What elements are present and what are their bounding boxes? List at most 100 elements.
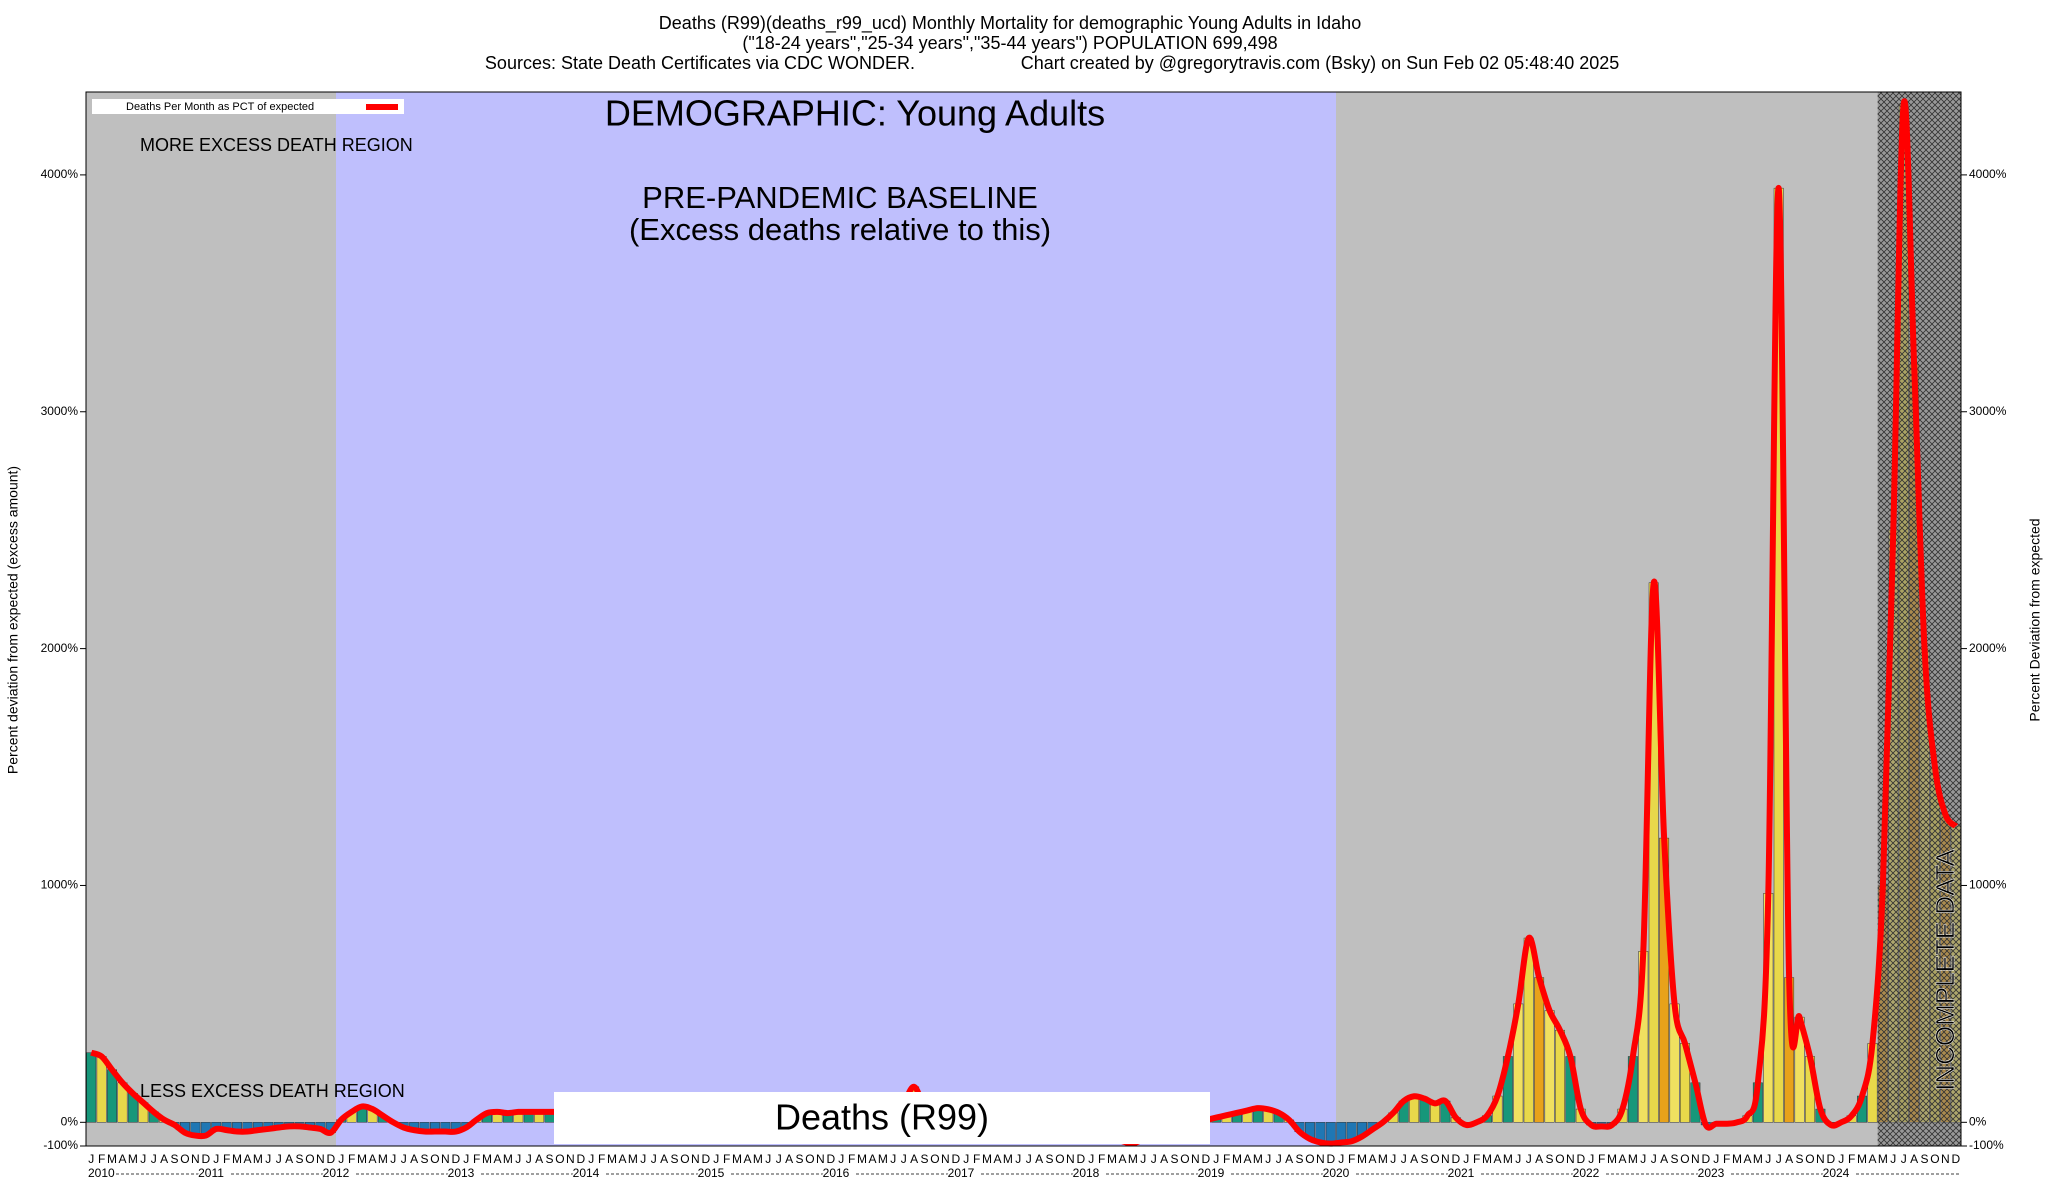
y-tick-label: 0% [61,1114,79,1128]
x-tick-label: D [1826,1152,1835,1166]
year-label: 2021 [1448,1166,1475,1180]
x-tick-label: M [857,1152,867,1166]
x-tick-label: N [316,1152,325,1166]
y-tick-label: -100% [43,1138,78,1152]
sources: Sources: State Death Certificates via CD… [485,53,915,73]
x-tick-label: O [1680,1152,1689,1166]
x-tick-label: F [1098,1152,1105,1166]
x-tick-label: S [1421,1152,1429,1166]
x-tick-label: A [1785,1152,1793,1166]
x-tick-label: O [1055,1152,1064,1166]
x-tick-label: J [213,1152,219,1166]
x-tick-label: F [973,1152,980,1166]
x-tick-label: A [868,1152,876,1166]
x-tick-label: A [1910,1152,1918,1166]
incomplete-label: INCOMPLETE DATA [1930,848,1960,1090]
x-tick-label: D [1326,1152,1335,1166]
x-tick-label: M [107,1152,117,1166]
x-tick-label: S [796,1152,804,1166]
x-tick-label: N [1316,1152,1325,1166]
x-tick-label: J [713,1152,719,1166]
x-tick-label: S [546,1152,554,1166]
x-tick-label: M [253,1152,263,1166]
baseline-label: PRE-PANDEMIC BASELINE [642,180,1038,215]
x-tick-label: J [1265,1152,1271,1166]
y2-tick-label: 3000% [1969,404,2007,418]
year-label: 2011 [198,1166,224,1180]
more-region-label: MORE EXCESS DEATH REGION [140,135,413,155]
x-tick-label: N [1066,1152,1075,1166]
x-tick-label: M [357,1152,367,1166]
x-tick-label: A [1368,1152,1376,1166]
x-tick-label: S [171,1152,179,1166]
x-tick-label: N [1191,1152,1200,1166]
x-tick-label: J [1140,1152,1146,1166]
less-region-label: LESS EXCESS DEATH REGION [140,1081,405,1101]
x-tick-label: J [1838,1152,1844,1166]
x-tick-label: J [88,1152,94,1166]
x-tick-label: S [296,1152,304,1166]
x-tick-label: M [607,1152,617,1166]
region-baseline [336,92,1336,1146]
year-label: 2020 [1323,1166,1350,1180]
x-tick-label: M [1378,1152,1388,1166]
x-tick-label: N [566,1152,575,1166]
x-tick-label: D [576,1152,585,1166]
x-tick-label: O [1180,1152,1189,1166]
x-tick-label: J [151,1152,157,1166]
y2-tick-label: 2000% [1969,641,2007,655]
x-tick-label: A [743,1152,751,1166]
x-tick-label: M [1128,1152,1138,1166]
x-tick-label: M [732,1152,742,1166]
x-tick-label: M [628,1152,638,1166]
x-tick-label: J [276,1152,282,1166]
year-label: 2010 [88,1166,115,1180]
x-tick-label: A [910,1152,918,1166]
x-tick-label: A [1243,1152,1251,1166]
y-tick-label: 4000% [41,167,79,181]
x-tick-label: J [401,1152,407,1166]
x-tick-label: F [848,1152,855,1166]
x-tick-label: S [1921,1152,1929,1166]
x-tick-label: J [963,1152,969,1166]
x-tick-label: J [651,1152,657,1166]
x-tick-label: M [503,1152,513,1166]
x-tick-label: J [1026,1152,1032,1166]
y-tick-label: 2000% [41,641,79,655]
x-tick-label: A [1285,1152,1293,1166]
y2-tick-label: 0% [1969,1114,1987,1128]
x-tick-label: M [878,1152,888,1166]
x-tick-label: F [1223,1152,1230,1166]
demographic-label: DEMOGRAPHIC: Young Adults [605,93,1105,134]
x-tick-label: O [1555,1152,1564,1166]
year-label: 2017 [948,1166,975,1180]
x-tick-label: A [618,1152,626,1166]
x-tick-label: D [951,1152,960,1166]
x-tick-label: F [1348,1152,1355,1166]
subtitle: ("18-24 years","25-34 years","35-44 year… [742,33,1277,53]
x-tick-label: D [1076,1152,1085,1166]
plot: -100% -100% 0% 0% 1000% 1000% 2000% 2000% 3000% 3… [41,91,2007,1182]
x-tick-label: S [671,1152,679,1166]
year-label: 2012 [323,1166,350,1180]
year-label: 2022 [1573,1166,1600,1180]
x-tick-label: A [1160,1152,1168,1166]
x-tick-label: J [1276,1152,1282,1166]
x-tick-label: M [1878,1152,1888,1166]
x-tick-label: F [223,1152,230,1166]
y2-tick-label: 1000% [1969,878,2007,892]
x-tick-label: J [1213,1152,1219,1166]
x-tick-label: O [1805,1152,1814,1166]
x-tick-label: J [1338,1152,1344,1166]
region-post [1336,92,1961,1146]
x-tick-label: F [1723,1152,1730,1166]
x-tick-label: S [921,1152,929,1166]
x-tick-label: F [1598,1152,1605,1166]
x-tick-label: M [1607,1152,1617,1166]
credit: Chart created by @gregorytravis.com (Bsk… [1021,53,1620,73]
x-tick-label: D [701,1152,710,1166]
x-tick-label: A [1618,1152,1626,1166]
x-tick-label: D [451,1152,460,1166]
title: Deaths (R99)(deaths_r99_ucd) Monthly Mor… [659,13,1361,34]
x-tick-label: J [1588,1152,1594,1166]
